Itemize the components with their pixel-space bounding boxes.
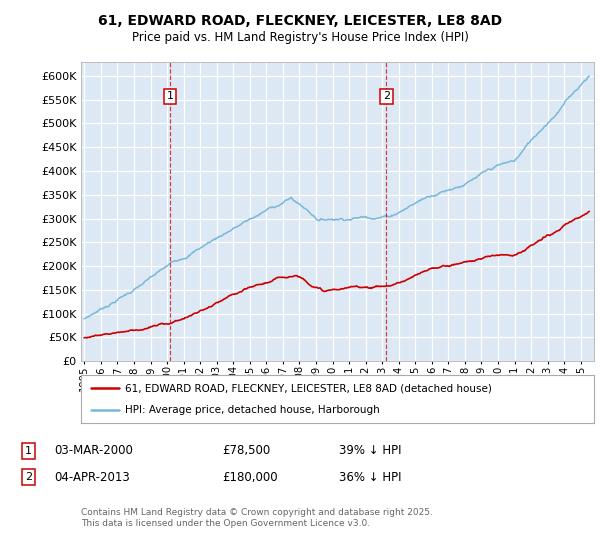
Text: HPI: Average price, detached house, Harborough: HPI: Average price, detached house, Harb…	[125, 405, 379, 415]
Text: 61, EDWARD ROAD, FLECKNEY, LEICESTER, LE8 8AD: 61, EDWARD ROAD, FLECKNEY, LEICESTER, LE…	[98, 14, 502, 28]
Text: 2: 2	[383, 91, 390, 101]
Text: 1: 1	[166, 91, 173, 101]
Text: 2: 2	[25, 472, 32, 482]
Text: 61, EDWARD ROAD, FLECKNEY, LEICESTER, LE8 8AD (detached house): 61, EDWARD ROAD, FLECKNEY, LEICESTER, LE…	[125, 383, 491, 393]
Text: Price paid vs. HM Land Registry's House Price Index (HPI): Price paid vs. HM Land Registry's House …	[131, 31, 469, 44]
Text: 39% ↓ HPI: 39% ↓ HPI	[339, 444, 401, 458]
Text: 36% ↓ HPI: 36% ↓ HPI	[339, 470, 401, 484]
Text: 04-APR-2013: 04-APR-2013	[54, 470, 130, 484]
Text: 1: 1	[25, 446, 32, 456]
Text: 03-MAR-2000: 03-MAR-2000	[54, 444, 133, 458]
Text: £180,000: £180,000	[222, 470, 278, 484]
Text: Contains HM Land Registry data © Crown copyright and database right 2025.
This d: Contains HM Land Registry data © Crown c…	[81, 508, 433, 528]
Text: £78,500: £78,500	[222, 444, 270, 458]
